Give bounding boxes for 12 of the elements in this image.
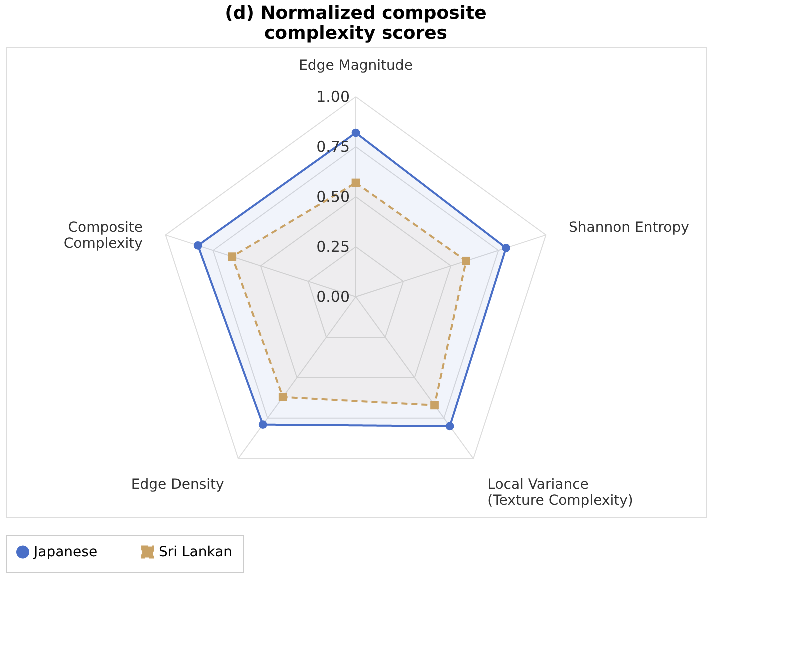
legend-label: Sri Lankan: [159, 544, 233, 560]
spoke-label: Composite Complexity: [64, 220, 143, 252]
chart-title: (d) Normalized composite complexity scores: [225, 3, 487, 44]
spoke-label: Edge Magnitude: [299, 58, 413, 74]
spoke-label: Shannon Entropy: [569, 220, 690, 236]
y-tick-label: 0.00: [316, 288, 350, 306]
legend-label: Japanese: [33, 544, 98, 560]
y-tick-label: 1.00: [316, 88, 350, 106]
spoke-label: Local Variance (Texture Complexity): [488, 477, 634, 510]
y-tick-label: 0.25: [316, 238, 350, 256]
spoke-label: Edge Density: [131, 477, 224, 494]
y-tick-label: 0.50: [316, 188, 350, 206]
